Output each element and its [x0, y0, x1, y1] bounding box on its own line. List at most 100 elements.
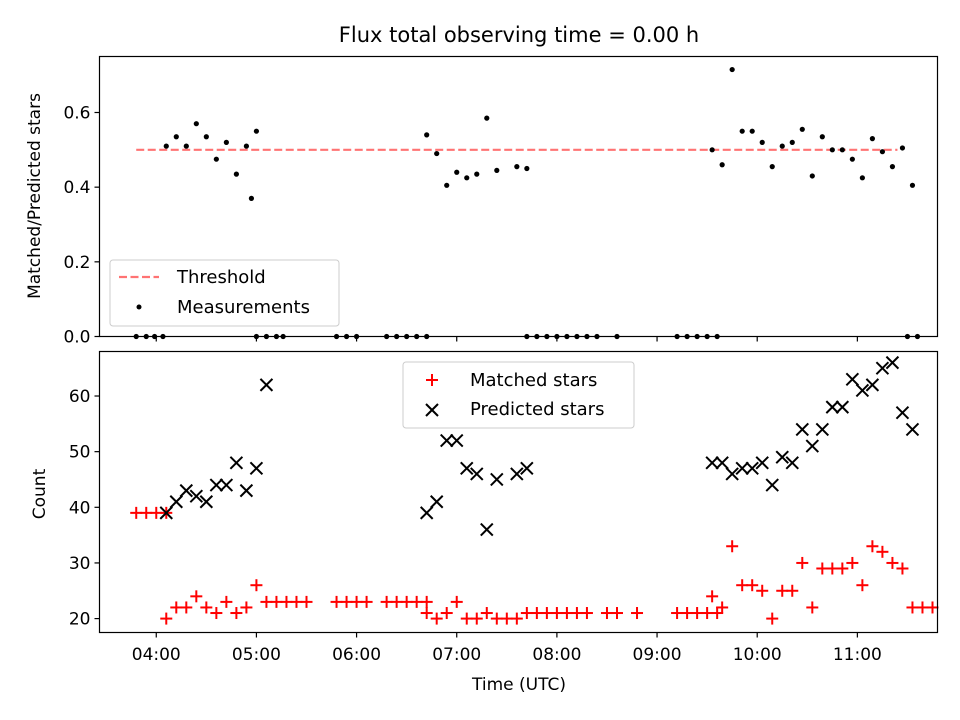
- matched-star-point: [450, 595, 463, 608]
- measurement-point: [243, 143, 250, 149]
- predicted-star-point: [795, 422, 809, 437]
- measurement-point: [729, 66, 735, 73]
- bottom-plot-marks: [130, 355, 939, 625]
- x-stroke-2: [875, 361, 890, 375]
- measurement-point: [163, 143, 169, 149]
- predicted-star-point: [745, 461, 759, 476]
- matched-star-point: [520, 607, 533, 620]
- matched-star-point: [866, 540, 879, 553]
- matched-star-point: [380, 595, 393, 608]
- matched-star-point: [796, 556, 809, 569]
- top-y-axis-label: Matched/Predicted stars: [25, 93, 45, 299]
- matched-star-point: [360, 595, 373, 608]
- predicted-star-point: [895, 406, 910, 420]
- measurement-point: [444, 182, 450, 188]
- predicted-star-point: [785, 456, 799, 470]
- matched-star-point: [631, 607, 644, 620]
- matched-star-point: [490, 612, 503, 625]
- predicted-star-point: [229, 456, 244, 470]
- predicted-star-point: [805, 439, 820, 453]
- predicted-star-point: [259, 378, 274, 392]
- measurement-point: [839, 147, 845, 153]
- predicted-star-point: [209, 478, 224, 492]
- figure-title: Flux total observing time = 0.00 h: [339, 23, 699, 47]
- matched-star-point: [610, 607, 623, 620]
- predicted-star-point: [179, 483, 194, 498]
- bottom-legend-box: [402, 361, 635, 429]
- matched-star-point: [430, 612, 443, 625]
- matched-star-point: [200, 601, 213, 614]
- predicted-star-point: [725, 467, 739, 481]
- matched-star-point: [671, 607, 684, 620]
- x-tick-label: 09:00: [633, 645, 682, 665]
- matched-star-point: [906, 601, 919, 614]
- predicted-star-point: [865, 378, 880, 392]
- x-tick-label: 04:00: [132, 645, 181, 665]
- matched-star-point: [600, 607, 613, 620]
- top-legend-box: [109, 259, 340, 327]
- measurement-point: [709, 147, 715, 153]
- bottom-axes-frame: [98, 350, 939, 634]
- measurement-point: [899, 145, 906, 151]
- matched-star-point: [570, 607, 583, 620]
- measurement-point: [759, 139, 765, 145]
- measurement-point: [799, 126, 805, 132]
- measurement-point: [739, 128, 745, 134]
- x-tick-label: 11:00: [833, 645, 882, 665]
- matched-star-point: [280, 595, 293, 608]
- matched-star-point: [260, 595, 273, 608]
- measurement-point: [223, 139, 229, 145]
- x-stroke-2: [845, 372, 860, 387]
- bottom-x-ticks: 04:00 05:00 06:00 07:00 08:00 09:00 10:00 11:00: [132, 632, 882, 665]
- measurement-point: [484, 115, 490, 121]
- x-stroke-2: [855, 383, 870, 398]
- predicted-star-point: [480, 522, 494, 537]
- bottom-y-tick-label: 60: [69, 387, 91, 407]
- predicted-star-point: [249, 461, 264, 476]
- measurement-point: [889, 164, 896, 170]
- predicted-star-point: [450, 433, 464, 448]
- measurement-point: [869, 136, 875, 142]
- bottom-legend: Matched stars Predicted stars: [402, 361, 635, 429]
- x-stroke-2: [795, 422, 809, 437]
- bottom-y-tick-label: 20: [69, 610, 91, 630]
- measurement-point: [183, 143, 189, 149]
- matched-star-point: [560, 607, 573, 620]
- measurement-point: [248, 195, 255, 201]
- x-stroke-2: [895, 406, 910, 420]
- matched-star-point: [330, 595, 343, 608]
- matched-star-point: [726, 540, 739, 553]
- measurement-point: [789, 139, 795, 145]
- matched-star-point: [530, 607, 543, 620]
- predicted-star-point: [520, 461, 534, 476]
- top-y-tick-label: 0.0: [63, 328, 90, 348]
- legend-matched-swatch: [426, 374, 438, 386]
- measurement-point: [829, 147, 835, 153]
- matched-star-point: [856, 579, 869, 592]
- predicted-star-point: [239, 483, 254, 498]
- matched-star-point: [580, 607, 593, 620]
- matched-star-point: [390, 595, 403, 608]
- x-tick-label: 05:00: [232, 645, 281, 665]
- legend-measurements-label: Measurements: [177, 297, 310, 318]
- top-y-ticks: 0.0 0.2 0.4 0.6: [63, 104, 100, 348]
- x-stroke-2: [179, 483, 194, 498]
- predicted-star-point: [490, 472, 504, 487]
- x-stroke-2: [805, 439, 820, 453]
- x-stroke-2: [239, 483, 254, 498]
- matched-star-point: [400, 595, 413, 608]
- predicted-star-point: [189, 489, 204, 503]
- measurement-point: [909, 182, 916, 188]
- matched-star-point: [230, 607, 243, 620]
- x-stroke-2: [775, 450, 789, 464]
- measurement-point: [474, 171, 480, 177]
- x-stroke-2: [715, 456, 729, 470]
- matched-star-point: [210, 607, 223, 620]
- x-stroke-2: [745, 461, 759, 476]
- predicted-star-point: [885, 355, 900, 370]
- x-stroke-2: [169, 495, 183, 509]
- matched-star-point: [300, 595, 313, 608]
- x-stroke-2: [440, 433, 454, 448]
- measurement-point: [424, 132, 430, 138]
